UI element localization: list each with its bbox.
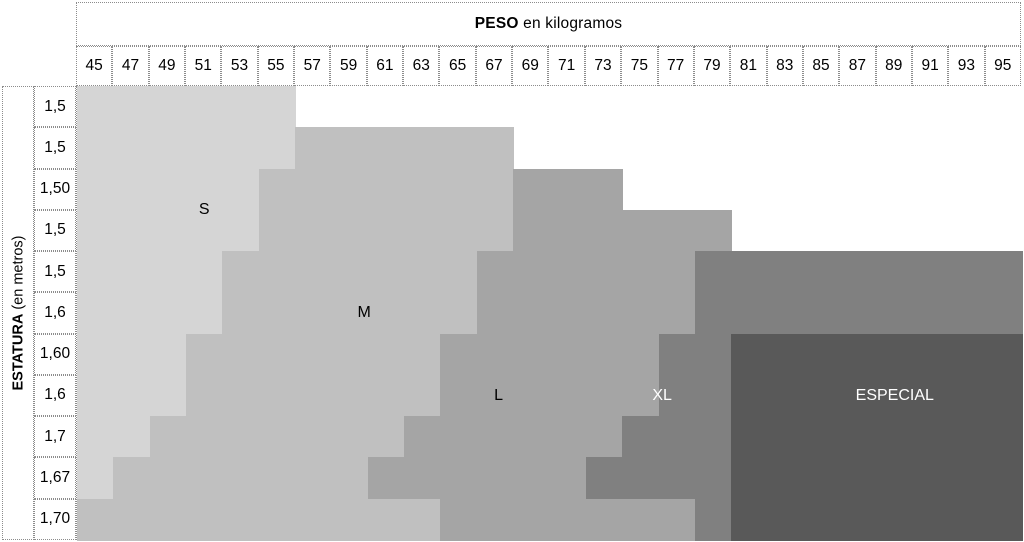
height-header-cell: 1,5 <box>34 251 76 293</box>
weight-header-cell: 77 <box>657 46 694 86</box>
weight-header-cell: 67 <box>475 46 513 86</box>
size-region-l <box>440 374 660 417</box>
height-header-cell: 1,50 <box>34 168 76 210</box>
size-region-l <box>440 498 696 541</box>
size-region-m <box>186 374 442 417</box>
size-region-xl <box>658 333 732 376</box>
weight-axis-title-bold: PESO <box>474 15 519 32</box>
height-axis-title-rest: (en metros) <box>10 235 26 314</box>
size-region-s <box>77 333 187 376</box>
weight-header-row: 45 47 49 51 53 55 57 59 61 63 65 67 69 71 73 75 77 79 81 83… <box>76 46 1021 86</box>
weight-header-cell: 65 <box>439 46 476 86</box>
height-header-cell: 1,60 <box>34 333 76 375</box>
size-region-s <box>77 86 296 128</box>
weight-header-cell: 59 <box>330 46 367 86</box>
weight-axis-title-rest: en kilogramos <box>518 15 623 32</box>
size-region-m <box>295 127 514 170</box>
weight-header-cell: 81 <box>730 46 767 86</box>
size-region-m <box>222 251 478 293</box>
size-region-xl <box>658 374 732 417</box>
weight-header-cell: 55 <box>257 46 295 86</box>
size-region-s <box>77 168 260 211</box>
weight-header-cell: 95 <box>984 46 1021 86</box>
weight-header-cell: 61 <box>366 46 404 86</box>
weight-header-cell: 87 <box>839 46 876 86</box>
weight-header-cell: 63 <box>403 46 440 86</box>
corner-spacer <box>0 0 76 86</box>
size-region-m <box>77 498 442 541</box>
height-axis-title-bold: ESTATURA <box>10 313 26 391</box>
size-region-xl <box>694 498 732 541</box>
size-matrix: S M L XL ESPECIAL <box>76 86 1023 541</box>
size-region-l <box>476 292 696 335</box>
weight-header-cell: 49 <box>148 46 186 86</box>
size-region-l <box>513 209 732 252</box>
size-region-s <box>77 127 296 170</box>
weight-header-cell: 53 <box>221 46 258 86</box>
weight-header-cell: 93 <box>948 46 985 86</box>
weight-header-cell: 79 <box>693 46 731 86</box>
size-region-m <box>186 333 442 376</box>
height-header-cell: 1,6 <box>34 374 76 417</box>
size-region-m <box>113 457 369 500</box>
size-region-m <box>258 168 514 211</box>
weight-header-cell: 45 <box>76 46 113 86</box>
size-region-s <box>77 416 151 459</box>
height-header-cell: 1,5 <box>34 127 76 169</box>
size-region-s <box>77 457 114 500</box>
weight-axis-title: PESO en kilogramos <box>76 2 1021 46</box>
size-region-especial <box>731 498 1023 541</box>
size-region-s <box>77 374 187 417</box>
weight-header-cell: 51 <box>185 46 222 86</box>
size-region-l <box>513 168 623 211</box>
size-region-especial <box>731 374 1023 417</box>
weight-header-cell: 73 <box>584 46 622 86</box>
size-region-l <box>367 457 587 500</box>
weight-header-cell: 71 <box>548 46 585 86</box>
size-region-xl <box>622 416 732 459</box>
size-region-l <box>476 251 696 293</box>
size-region-m <box>149 416 405 459</box>
height-header-cell: 1,7 <box>34 416 76 458</box>
weight-header-cell: 75 <box>621 46 658 86</box>
weight-header-cell: 89 <box>875 46 912 86</box>
size-region-especial <box>731 457 1023 500</box>
height-header-cell: 1,5 <box>34 209 76 252</box>
height-axis-title: ESTATURA (en metros) <box>2 86 34 540</box>
size-region-s <box>77 251 223 293</box>
weight-header-cell: 47 <box>112 46 149 86</box>
size-region-xl <box>585 457 732 500</box>
size-region-l <box>440 333 660 376</box>
size-region-m <box>222 292 478 335</box>
weight-header-cell: 91 <box>911 46 949 86</box>
size-region-especial <box>731 416 1023 459</box>
weight-header-cell: 83 <box>766 46 803 86</box>
size-region-especial <box>731 333 1023 376</box>
height-header-cell: 1,67 <box>34 457 76 499</box>
size-region-l <box>404 416 623 459</box>
size-region-xl <box>694 292 1023 335</box>
size-region-s <box>77 292 223 335</box>
size-region-m <box>258 209 514 252</box>
height-header-cell: 1,70 <box>34 498 76 540</box>
weight-header-cell: 69 <box>512 46 549 86</box>
weight-header-cell: 57 <box>294 46 331 86</box>
height-header-cell: 1,5 <box>34 86 76 128</box>
weight-header-cell: 85 <box>802 46 840 86</box>
height-header-cell: 1,6 <box>34 292 76 334</box>
height-header-column: 1,5 1,5 1,50 1,5 1,5 1,6 1,60 1,6 1,7 1,67 1,70 <box>34 86 76 540</box>
size-region-xl <box>694 251 1023 293</box>
size-region-s <box>77 209 260 252</box>
